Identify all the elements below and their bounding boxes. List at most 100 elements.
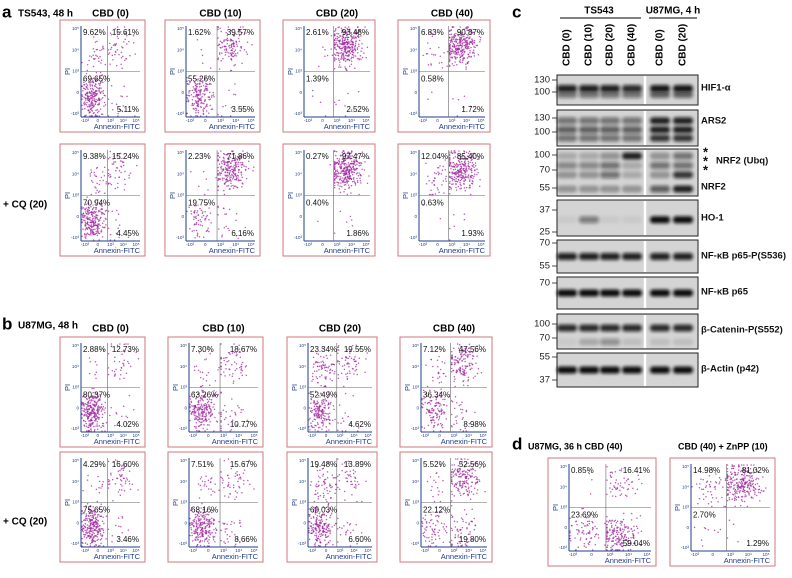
event-dot	[335, 155, 337, 157]
event-dot	[108, 479, 110, 481]
event-dot	[337, 173, 339, 175]
event-dot	[84, 526, 86, 528]
event-dot	[320, 495, 322, 497]
y-tick-label: -10³	[294, 111, 303, 116]
event-dot	[344, 491, 346, 493]
event-dot	[347, 358, 349, 360]
event-dot	[233, 94, 235, 96]
event-dot	[217, 173, 219, 175]
event-dot	[467, 57, 469, 59]
x-axis-label: Annexin-FITC	[94, 246, 141, 255]
event-dot	[326, 532, 328, 534]
event-dot	[477, 373, 479, 375]
event-dot	[335, 170, 337, 172]
event-dot	[316, 403, 318, 405]
event-dot	[195, 529, 197, 531]
x-axis-label: Annexin-FITC	[324, 246, 371, 255]
event-dot	[101, 212, 103, 214]
event-dot	[231, 59, 233, 61]
event-dot	[191, 405, 193, 407]
event-dot	[205, 403, 207, 405]
event-dot	[203, 171, 205, 173]
event-dot	[85, 223, 87, 225]
event-dot	[226, 174, 228, 176]
event-dot	[328, 525, 330, 527]
event-dot	[96, 232, 98, 234]
event-dot	[221, 236, 223, 238]
event-dot	[220, 374, 222, 376]
event-dot	[244, 49, 246, 51]
event-dot	[231, 50, 233, 52]
event-dot	[467, 385, 469, 387]
event-dot	[463, 180, 465, 182]
event-dot	[463, 42, 465, 44]
event-dot	[337, 458, 339, 460]
event-dot	[203, 114, 205, 116]
panel-letter: b	[2, 314, 12, 333]
event-dot	[87, 475, 89, 477]
quadrant-ul: 6.83%	[421, 28, 444, 37]
event-dot	[231, 531, 233, 533]
event-dot	[195, 100, 197, 102]
event-dot	[200, 527, 202, 529]
event-dot	[308, 532, 310, 534]
event-dot	[92, 524, 94, 526]
event-dot	[225, 531, 227, 533]
event-dot	[312, 373, 314, 375]
event-dot	[206, 380, 208, 382]
event-dot	[224, 460, 226, 462]
event-dot	[113, 44, 115, 46]
event-dot	[347, 522, 349, 524]
event-dot	[229, 493, 231, 495]
event-dot	[202, 225, 204, 227]
event-dot	[192, 540, 194, 542]
event-dot	[353, 37, 355, 39]
x-tick-label: 0	[207, 433, 210, 438]
quadrant-ul: 0.27%	[306, 152, 329, 161]
event-dot	[463, 384, 465, 386]
event-dot	[82, 490, 84, 492]
event-dot	[121, 67, 123, 69]
event-dot	[235, 179, 237, 181]
event-dot	[229, 536, 231, 538]
quadrant-ul: 4.29%	[83, 460, 106, 469]
event-dot	[211, 523, 213, 525]
event-dot	[461, 355, 463, 357]
event-dot	[339, 185, 341, 187]
event-dot	[95, 404, 97, 406]
event-dot	[350, 470, 352, 472]
quadrant-ll: 0.40%	[306, 199, 329, 208]
event-dot	[227, 166, 229, 168]
event-dot	[212, 406, 214, 408]
x-tick-label: -10³	[81, 118, 90, 123]
event-dot	[361, 43, 363, 45]
event-dot	[97, 526, 99, 528]
event-dot	[121, 516, 123, 518]
event-dot	[207, 227, 209, 229]
event-dot	[440, 369, 442, 371]
event-dot	[134, 53, 136, 55]
event-dot	[194, 407, 196, 409]
event-dot	[211, 522, 213, 524]
event-dot	[126, 43, 128, 45]
event-dot	[337, 541, 339, 543]
event-dot	[464, 375, 466, 377]
event-dot	[471, 38, 473, 40]
quadrant-ur: 13.89%	[344, 460, 371, 469]
event-dot	[317, 413, 319, 415]
event-dot	[236, 355, 238, 357]
event-dot	[220, 47, 222, 49]
event-dot	[192, 411, 194, 413]
event-dot	[220, 412, 222, 414]
event-dot	[344, 42, 346, 44]
event-dot	[94, 51, 96, 53]
event-dot	[210, 67, 212, 69]
event-dot	[210, 488, 212, 490]
event-dot	[313, 366, 315, 368]
event-dot	[120, 526, 122, 528]
event-dot	[441, 184, 443, 186]
event-dot	[454, 50, 456, 52]
event-dot	[451, 355, 453, 357]
event-dot	[95, 54, 97, 56]
event-dot	[430, 194, 432, 196]
